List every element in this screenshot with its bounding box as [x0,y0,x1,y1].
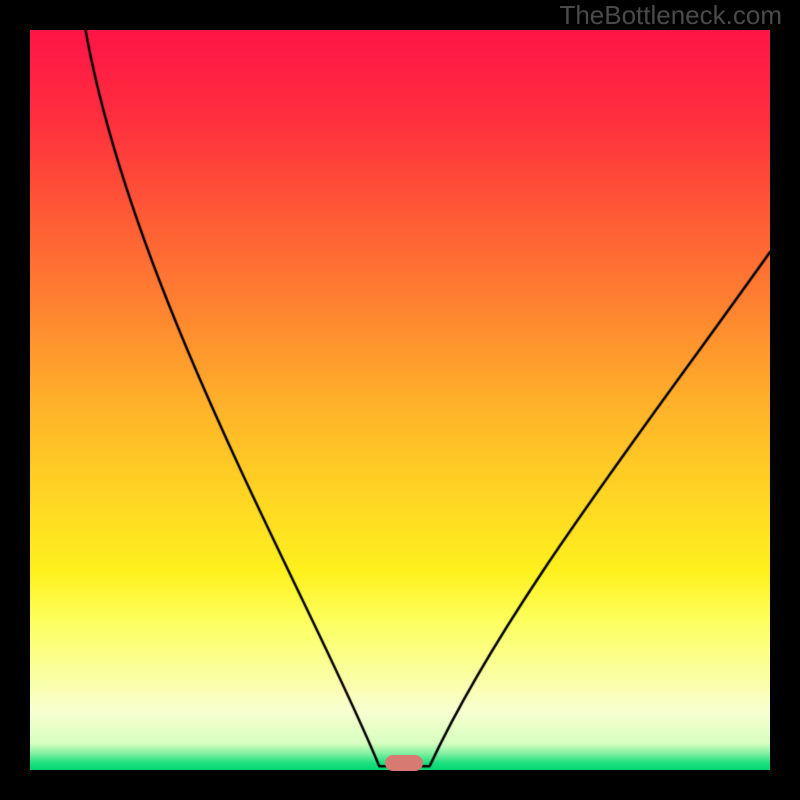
watermark-text: TheBottleneck.com [559,0,782,31]
bottleneck-curve [30,30,770,770]
chart-frame: TheBottleneck.com [0,0,800,800]
watermark-label: TheBottleneck.com [559,0,782,30]
optimum-marker [385,755,423,771]
plot-area [30,30,770,770]
